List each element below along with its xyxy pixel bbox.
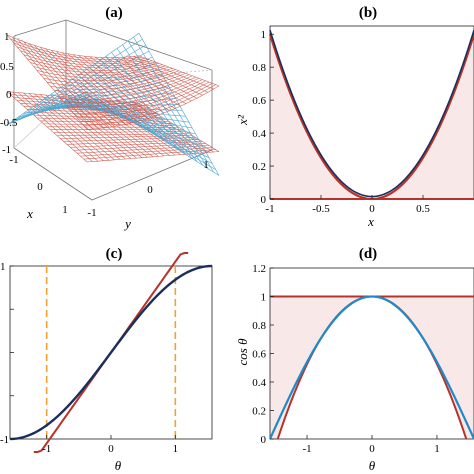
a-ytick-neg1: -1: [87, 207, 96, 219]
a-ztick-0.5: 0.5: [0, 61, 14, 73]
mesh-line: [122, 44, 203, 166]
mesh-line: [76, 95, 210, 158]
a-ytick-0: 0: [147, 184, 153, 196]
mesh-line: [76, 145, 210, 154]
mesh-line: [80, 83, 213, 122]
panel-c-series-blue: [9, 264, 213, 441]
a-ztick-neg0.5: -0.5: [0, 117, 18, 129]
panel-d-series-blue: [268, 295, 474, 440]
panel-a-label: (a): [105, 5, 123, 21]
mesh-line: [53, 131, 186, 133]
mesh-line: [83, 84, 216, 126]
a-ztick-1: 1: [4, 31, 10, 43]
panel-d-label: (d): [359, 246, 377, 262]
panel-b-label: (b): [359, 5, 377, 21]
a-xtick-neg1: -1: [9, 154, 18, 166]
panel-c-vertical-lines: [45, 266, 177, 439]
y-tick-label: 0.6: [252, 95, 266, 107]
y-tick-label: 0: [261, 194, 267, 206]
mesh-line: [133, 102, 214, 153]
a-xtick-0: 0: [37, 181, 43, 193]
y-tick-label: 0.4: [252, 128, 266, 140]
panel-b-line-plot: -1 -0.5 0 0.5 0 0.2 0.4 0.6 0.8 1 x x²: [235, 25, 474, 229]
b-ylabel: x²: [235, 114, 250, 126]
d-ylabel: cos θ: [235, 338, 250, 366]
x-tick-label: -0.5: [312, 203, 330, 215]
y-tick-label: 0.4: [252, 377, 266, 389]
mesh-line: [86, 85, 220, 130]
mesh-line: [86, 91, 220, 176]
mesh-line: [83, 149, 216, 160]
panel-c-tick-labels: -1 0 1 1 -1: [0, 261, 178, 455]
panel-a-surface-plot: 1 0.5 0 -0.5 -1 -1 0 1 -1 0 1 x y: [0, 19, 220, 231]
x-tick-label: 0: [369, 443, 375, 455]
mesh-line: [86, 151, 220, 163]
y-tick-label: 1: [261, 292, 267, 304]
mesh-line: [122, 57, 203, 96]
a-ytick-1: 1: [203, 159, 209, 171]
panel-b-tick-labels: -1 -0.5 0 0.5 0 0.2 0.4 0.6 0.8 1: [252, 29, 430, 215]
mesh-line: [122, 101, 203, 154]
a-ylabel: y: [123, 216, 131, 231]
a-xtick-1: 1: [62, 204, 68, 216]
mesh-line: [116, 57, 198, 99]
panel-d-tick-labels: -1 0 1 0 0.2 0.4 0.6 0.8 1 1.2: [252, 263, 439, 455]
x-tick-label: 1: [173, 443, 179, 455]
b-xlabel: x: [367, 214, 374, 229]
a-ztick-0: 0: [6, 89, 12, 101]
y-tick-label: -1: [0, 434, 9, 446]
a-ztick-neg1: -1: [2, 144, 11, 156]
y-tick-label: 0.8: [252, 320, 266, 332]
x-tick-label: -1: [302, 443, 311, 455]
panel-d-shaded-region: [270, 296, 474, 439]
x-tick-label: 0.5: [416, 203, 430, 215]
panel-c-label: (c): [106, 246, 123, 262]
y-tick-label: 1: [261, 29, 267, 41]
y-tick-label: 0.6: [252, 349, 266, 361]
mesh-line: [138, 33, 220, 176]
panel-d-line-plot: -1 0 1 0 0.2 0.4 0.6 0.8 1 1.2 θ cos θ: [235, 263, 474, 473]
d-xlabel: θ: [369, 458, 376, 473]
mesh-line: [77, 81, 210, 118]
a-xlabel: x: [26, 206, 33, 221]
mesh-line: [138, 102, 220, 152]
c-xlabel: θ: [115, 458, 122, 473]
x-tick-label: 1: [434, 443, 440, 455]
mesh-line: [127, 40, 209, 169]
y-tick-label: 0.8: [252, 62, 266, 74]
y-tick-label: 1: [0, 261, 6, 273]
panel-c-line-plot: -1 0 1 1 -1 θ: [0, 252, 213, 473]
x-tick-label: -1: [42, 443, 51, 455]
mesh-line: [133, 56, 214, 90]
x-tick-label: 0: [369, 203, 375, 215]
mesh-line: [133, 36, 214, 173]
mesh-line: [127, 56, 209, 93]
y-tick-label: 0.2: [252, 406, 266, 418]
x-tick-label: 0: [108, 443, 114, 455]
y-tick-label: 0: [261, 434, 267, 446]
x-tick-label: -1: [265, 203, 274, 215]
y-tick-label: 0.2: [252, 161, 266, 173]
mesh-line: [138, 55, 220, 87]
panel-a-upper-red-surface: [6, 34, 220, 130]
y-tick-label: 1.2: [252, 263, 266, 275]
